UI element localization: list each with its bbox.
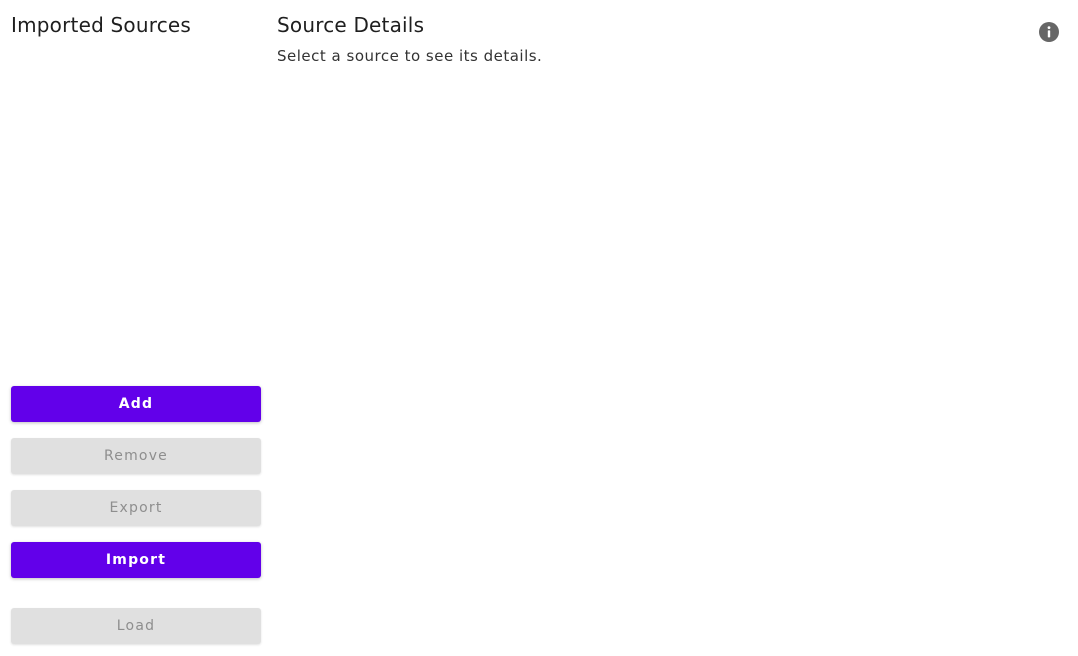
export-button[interactable]: Export [11,490,261,526]
info-icon[interactable] [1039,22,1059,42]
sources-list[interactable] [11,50,261,370]
add-button[interactable]: Add [11,386,261,422]
imported-sources-title: Imported Sources [11,13,192,37]
load-button[interactable]: Load [11,608,261,644]
source-details-title: Source Details [277,13,425,37]
source-details-panel: Source Details Select a source to see it… [277,0,1067,656]
remove-button[interactable]: Remove [11,438,261,474]
imported-sources-panel: Imported Sources Add Remove Export Impor… [11,0,261,656]
source-details-hint: Select a source to see its details. [277,47,543,65]
import-button[interactable]: Import [11,542,261,578]
